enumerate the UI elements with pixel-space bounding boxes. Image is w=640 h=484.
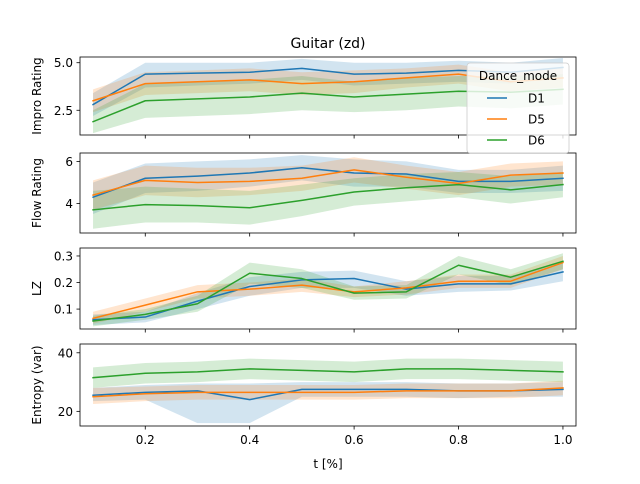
y-axis-label: Impro Rating xyxy=(30,57,44,134)
panel-entropy-var: 20 40 Entropy (var) 0.2 0.4 0.6 0.8 1.0 xyxy=(30,343,577,447)
confidence-band-d1 xyxy=(93,155,563,215)
y-tick-label: 40 xyxy=(58,346,73,360)
series-line-d6 xyxy=(92,183,564,211)
confidence-band-d5 xyxy=(93,64,563,113)
series-line-d5 xyxy=(92,169,564,197)
confidence-band-d1 xyxy=(93,262,563,326)
x-tick-label: 0.2 xyxy=(136,433,155,447)
panel-lz: 0.1 0.2 0.3 LZ xyxy=(30,247,577,333)
axes-frame xyxy=(79,343,577,427)
confidence-band-d6 xyxy=(93,74,563,134)
y-tick-label: 0.3 xyxy=(54,249,73,263)
series-line-d5 xyxy=(92,387,564,398)
y-tick-label: 0.2 xyxy=(54,276,73,290)
y-tick-label: 2.5 xyxy=(54,104,73,118)
y-axis-label: LZ xyxy=(30,281,44,296)
confidence-band-d5 xyxy=(93,255,563,324)
series-line-d6 xyxy=(92,260,564,322)
legend-title: Dance_mode xyxy=(479,69,557,83)
axes-frame xyxy=(79,247,577,330)
y-tick-label: 0.1 xyxy=(54,303,73,317)
legend-label-d1: D1 xyxy=(528,92,545,106)
series-line-d6 xyxy=(92,368,564,379)
chart-panels: 2.5 5.0 Impro Rating 4 6 Flow Rating 0.1 0.2 0.3… xyxy=(30,56,577,447)
series-line-d1 xyxy=(92,166,564,199)
x-axis-label: t [%] xyxy=(313,457,342,471)
y-axis-label: Flow Rating xyxy=(30,158,44,228)
x-tick-label: 0.8 xyxy=(449,433,468,447)
confidence-band-d6 xyxy=(93,358,563,388)
legend-label-d5: D5 xyxy=(528,113,545,127)
confidence-band-d6 xyxy=(93,171,563,229)
y-axis-label: Entropy (var) xyxy=(30,345,44,424)
y-tick-label: 4 xyxy=(65,197,73,211)
axes-frame xyxy=(79,152,577,234)
legend-frame xyxy=(466,62,570,154)
panel-impro-rating: 2.5 5.0 Impro Rating xyxy=(30,56,577,139)
x-tick-label: 1.0 xyxy=(553,433,572,447)
y-tick-label: 5.0 xyxy=(54,56,73,70)
legend-label-d6: D6 xyxy=(528,134,545,148)
chart-title: Guitar (zd) xyxy=(290,36,365,52)
axes-frame xyxy=(79,56,577,136)
y-tick-label: 20 xyxy=(58,405,73,419)
confidence-band-d5 xyxy=(93,157,563,210)
y-tick-label: 6 xyxy=(65,155,73,169)
x-tick-label: 0.6 xyxy=(345,433,364,447)
x-tick-label: 0.4 xyxy=(240,433,259,447)
chart-legend: Dance_mode D1 D5 D6 xyxy=(466,62,570,154)
series-line-d5 xyxy=(92,261,564,320)
panel-flow-rating: 4 6 Flow Rating xyxy=(30,152,577,237)
